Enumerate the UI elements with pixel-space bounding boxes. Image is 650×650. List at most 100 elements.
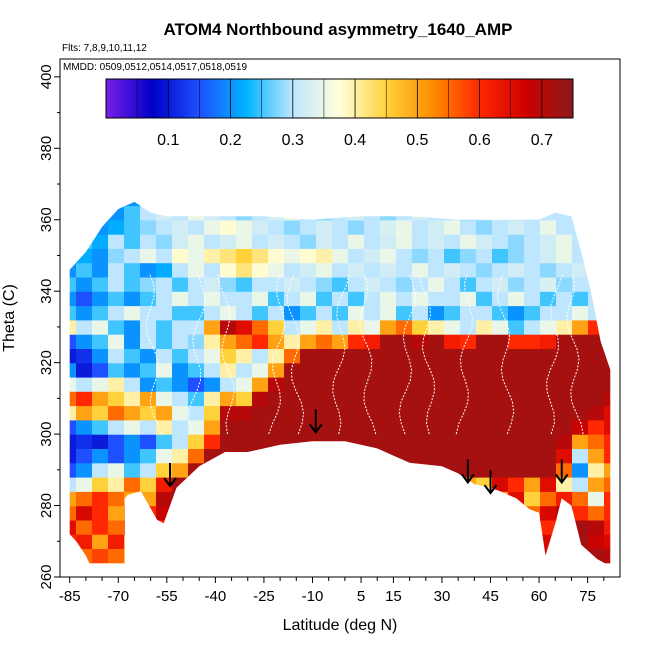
heatmap-cell xyxy=(268,477,285,492)
heatmap-cell xyxy=(69,362,77,378)
heatmap-cell xyxy=(284,391,301,407)
heatmap-cell xyxy=(316,305,333,321)
heatmap-cell xyxy=(540,248,557,264)
heatmap-cell xyxy=(284,462,301,478)
heatmap-cell xyxy=(236,248,253,264)
heatmap-cell xyxy=(300,505,317,521)
tropopause-arrow xyxy=(308,409,323,435)
heatmap-cell xyxy=(604,534,611,549)
heatmap-cell xyxy=(108,548,125,564)
heatmap-cell xyxy=(540,376,557,392)
heatmap-cell xyxy=(316,519,333,535)
x-tick-label: -55 xyxy=(156,588,178,605)
heatmap-cell xyxy=(172,219,189,235)
heatmap-cell xyxy=(92,276,109,292)
heatmap-cell xyxy=(300,201,317,207)
heatmap-cell xyxy=(69,305,77,321)
heatmap-cell xyxy=(540,548,557,564)
heatmap-cell xyxy=(348,334,365,349)
heatmap-cell xyxy=(156,462,173,478)
heatmap-cell xyxy=(556,291,573,307)
heatmap-cell xyxy=(476,519,493,535)
heatmap-cell xyxy=(332,405,349,421)
heatmap-cell xyxy=(348,534,365,549)
heatmap-cell xyxy=(268,276,285,292)
heatmap-cell xyxy=(492,219,509,235)
heatmap-cell xyxy=(172,491,189,507)
heatmap-cell xyxy=(204,376,221,392)
heatmap-cell xyxy=(524,505,541,521)
heatmap-cell xyxy=(108,291,125,307)
heatmap-cell xyxy=(556,248,573,264)
heatmap-cell xyxy=(492,348,509,364)
heatmap-cell xyxy=(76,219,93,235)
heatmap-cell xyxy=(556,219,573,235)
heatmap-cell xyxy=(428,348,445,364)
heatmap-cell xyxy=(588,248,605,264)
heatmap-cell xyxy=(524,462,541,478)
heatmap-cell xyxy=(172,505,189,521)
heatmap-cell xyxy=(492,419,509,435)
heatmap-cell xyxy=(492,462,509,478)
heatmap-cell xyxy=(540,477,557,492)
heatmap-cell xyxy=(76,205,93,221)
heatmap-cell xyxy=(284,201,301,207)
colorbar-tick-label: 0.4 xyxy=(344,132,366,149)
heatmap-cell xyxy=(524,234,541,249)
heatmap-cell xyxy=(380,434,397,449)
heatmap-cell xyxy=(204,519,221,535)
heatmap-cell xyxy=(572,348,589,364)
heatmap-cell xyxy=(76,319,93,335)
heatmap-cell xyxy=(188,477,205,492)
heatmap-cell xyxy=(396,548,413,564)
heatmap-cell xyxy=(444,376,461,392)
heatmap-cell xyxy=(332,234,349,249)
heatmap-cell xyxy=(124,319,141,335)
heatmap-cell xyxy=(364,219,381,235)
heatmap-cell xyxy=(556,205,573,221)
heatmap-cell xyxy=(284,519,301,535)
heatmap-cell xyxy=(588,548,605,564)
heatmap-cell xyxy=(364,234,381,249)
heatmap-cell xyxy=(236,219,253,235)
heatmap-cell xyxy=(140,448,157,464)
heatmap-cell xyxy=(588,477,605,492)
y-tick-label: 400 xyxy=(38,64,55,89)
heatmap-cell xyxy=(588,448,605,464)
heatmap-cell xyxy=(508,276,525,292)
heatmap-cell xyxy=(156,434,173,449)
heatmap-cell xyxy=(284,376,301,392)
heatmap-cell xyxy=(140,334,157,349)
heatmap-cell xyxy=(476,219,493,235)
heatmap-cell xyxy=(332,491,349,507)
x-tick-label: 60 xyxy=(531,588,548,605)
heatmap-cell xyxy=(380,534,397,549)
y-tick-label: 320 xyxy=(38,350,55,375)
heatmap-cell xyxy=(284,276,301,292)
heatmap-cell xyxy=(364,248,381,264)
heatmap-cell xyxy=(604,362,611,378)
heatmap-cell xyxy=(508,519,525,535)
heatmap-cell xyxy=(236,276,253,292)
heatmap-cell xyxy=(300,448,317,464)
heatmap-cell xyxy=(268,348,285,364)
heatmap-cell xyxy=(444,205,461,221)
heatmap-cell xyxy=(444,548,461,564)
heatmap-cell xyxy=(460,448,477,464)
heatmap-cell xyxy=(492,334,509,349)
heatmap-cell xyxy=(300,477,317,492)
heatmap-cell xyxy=(92,448,109,464)
heatmap-cell xyxy=(348,291,365,307)
heatmap-cell xyxy=(572,505,589,521)
heatmap-cell xyxy=(252,448,269,464)
heatmap-cell xyxy=(76,391,93,407)
x-tick-label: 75 xyxy=(579,588,596,605)
heatmap-cell xyxy=(492,505,509,521)
heatmap-cell xyxy=(444,434,461,449)
heatmap-cell xyxy=(108,519,125,535)
heatmap-cell xyxy=(444,477,461,492)
heatmap-cell xyxy=(572,291,589,307)
heatmap-cell xyxy=(588,291,605,307)
heatmap-cell xyxy=(476,548,493,564)
heatmap-cell xyxy=(348,201,365,207)
